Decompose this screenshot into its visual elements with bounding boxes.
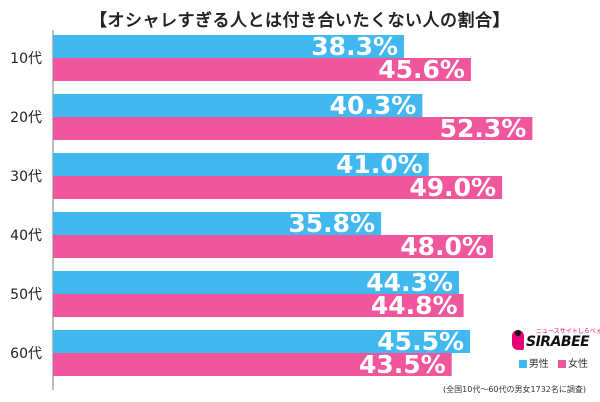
category-label: 60代	[10, 346, 42, 362]
category-label: 50代	[10, 287, 42, 303]
footnote: (全国10代～60代の男女1732名に調査)	[443, 385, 586, 394]
category-label: 10代	[10, 51, 42, 67]
sirabee-logo: ニュースサイトしらべぇ SIRABEE	[512, 326, 600, 352]
bar-female	[53, 58, 471, 81]
bar-male	[53, 212, 382, 235]
value-label-male: 45.5%	[377, 327, 464, 356]
value-label-female: 48.0%	[400, 232, 487, 261]
legend: 男性 女性	[513, 355, 588, 370]
value-label-male: 44.3%	[366, 268, 453, 297]
bar-male	[53, 35, 405, 58]
bar-female	[53, 235, 493, 258]
value-label-female: 52.3%	[440, 114, 527, 143]
value-label-female: 43.5%	[359, 350, 446, 379]
legend-swatch-male	[518, 360, 527, 368]
bar-female	[53, 176, 503, 199]
value-label-male: 35.8%	[288, 209, 375, 238]
legend-label-female: 女性	[568, 359, 588, 370]
bar-male	[53, 330, 471, 353]
logo-brand: SIRABEE	[526, 334, 590, 350]
bar-female	[53, 117, 533, 140]
value-label-male: 38.3%	[311, 32, 398, 61]
bar-female	[53, 294, 464, 317]
value-label-female: 49.0%	[409, 173, 496, 202]
value-label-male: 41.0%	[336, 150, 423, 179]
bar-male	[53, 94, 423, 117]
bar-male	[53, 271, 460, 294]
chart-title: 【オシャレすぎる人とは付き合いたくない人の割合】	[90, 11, 510, 31]
bar-male	[53, 153, 429, 176]
category-label: 30代	[10, 169, 42, 185]
category-label: 40代	[10, 228, 42, 244]
value-label-female: 44.8%	[371, 291, 458, 320]
legend-label-male: 男性	[528, 359, 549, 370]
logo-kana: ニュースサイトしらべぇ	[536, 328, 600, 335]
legend-swatch-female	[558, 360, 566, 368]
value-label-male: 40.3%	[330, 91, 417, 120]
value-label-female: 45.6%	[378, 55, 465, 84]
bar-female	[53, 353, 452, 376]
category-label: 20代	[10, 110, 42, 126]
logo-mark-icon	[512, 330, 524, 350]
